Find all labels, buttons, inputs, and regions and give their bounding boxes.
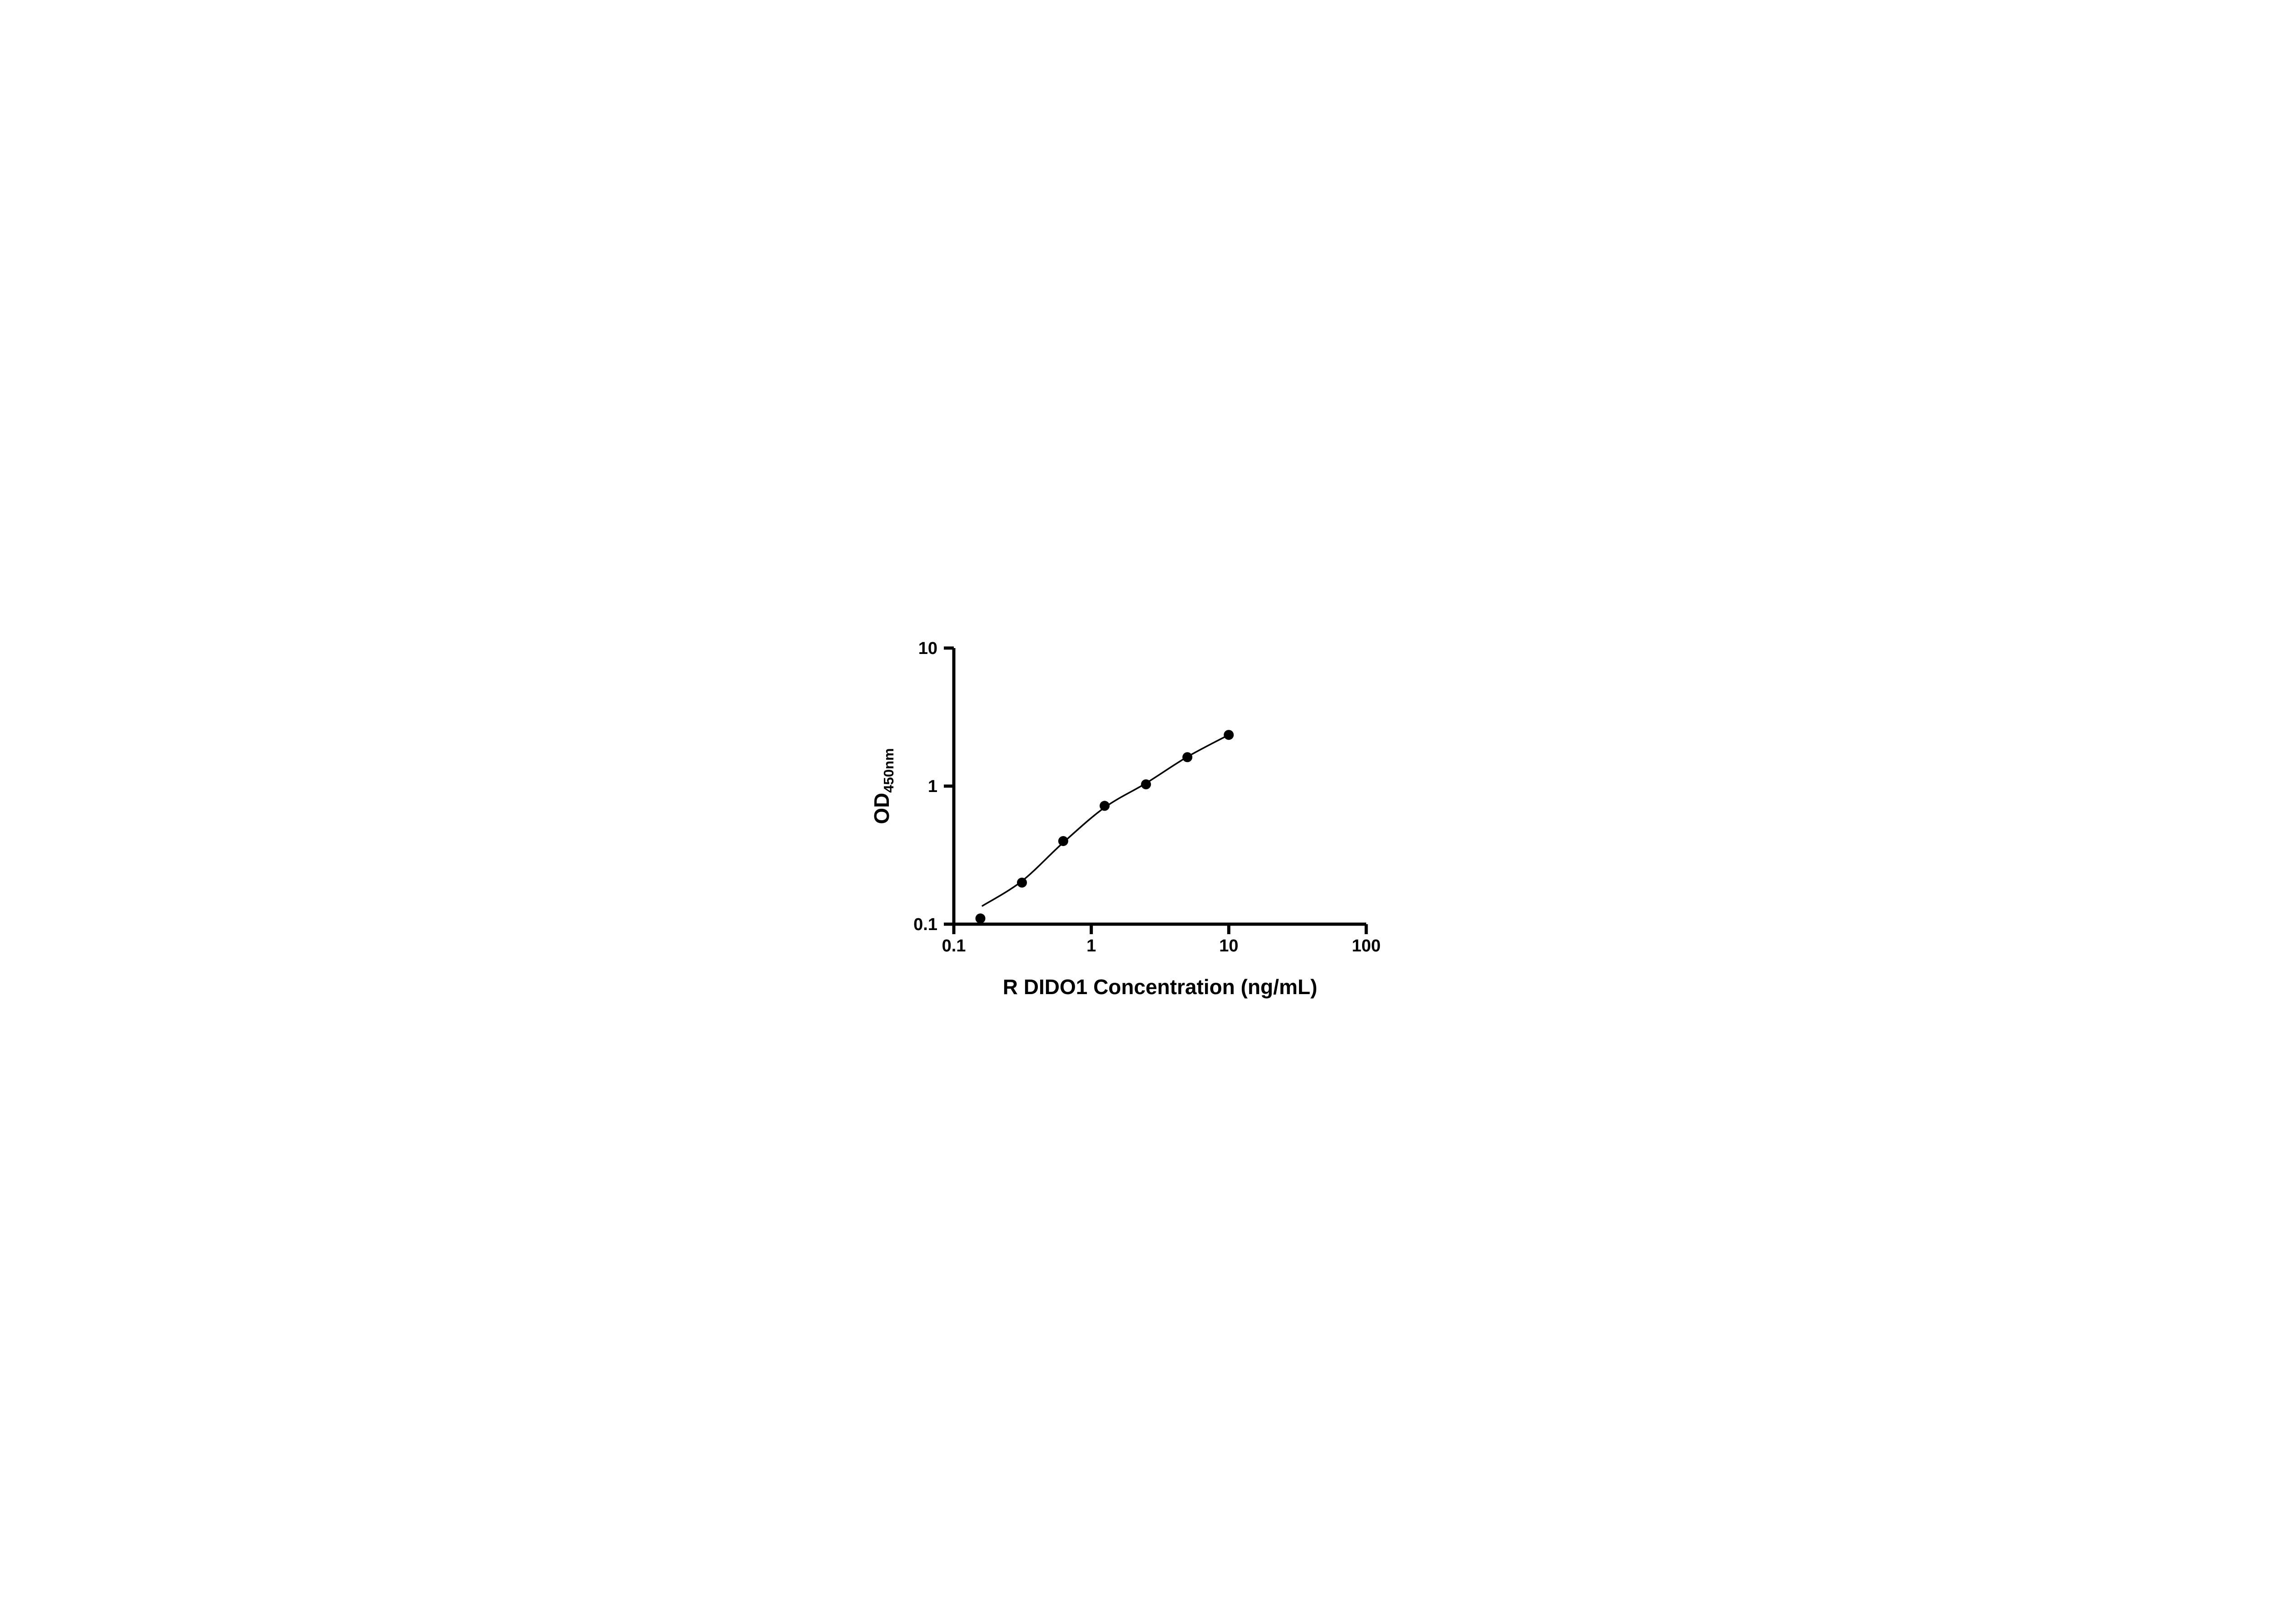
x-axis-title: R DIDO1 Concentration (ng/mL)	[1003, 975, 1318, 999]
y-axis-title-sub: 450nm	[881, 748, 897, 792]
y-tick-labels: 0.1 1 10	[913, 639, 937, 934]
chart-container: 0.1 1 10 100 0.1 1 10 R DIDO1 Concentration (…	[849, 609, 1422, 1015]
y-axis-title: OD450nm	[870, 748, 897, 824]
chart-canvas: 0.1 1 10 100 0.1 1 10 R DIDO1 Concentration (…	[849, 609, 1422, 1015]
y-axis-title-main: OD	[870, 793, 893, 824]
data-point	[1141, 779, 1151, 790]
data-point	[1100, 801, 1110, 811]
x-tick-label: 1	[1086, 936, 1096, 956]
y-tick-label: 0.1	[913, 915, 937, 934]
y-ticks	[944, 646, 954, 926]
data-point	[1017, 877, 1027, 888]
data-point	[975, 913, 986, 924]
y-tick-label: 1	[928, 777, 937, 796]
data-points	[975, 730, 1234, 924]
elisa-standard-curve-figure: 0.1 1 10 100 0.1 1 10 R DIDO1 Concentration (…	[849, 609, 1422, 1015]
x-ticks	[952, 924, 1368, 934]
y-tick-label: 10	[918, 639, 937, 658]
data-point	[1224, 730, 1234, 740]
x-tick-label: 10	[1219, 936, 1238, 956]
data-point	[1058, 836, 1068, 846]
x-tick-labels: 0.1 1 10 100	[942, 936, 1381, 956]
x-tick-label: 100	[1352, 936, 1380, 956]
axes-spine	[952, 648, 1366, 926]
x-tick-label: 0.1	[942, 936, 966, 956]
data-point	[1182, 752, 1193, 762]
